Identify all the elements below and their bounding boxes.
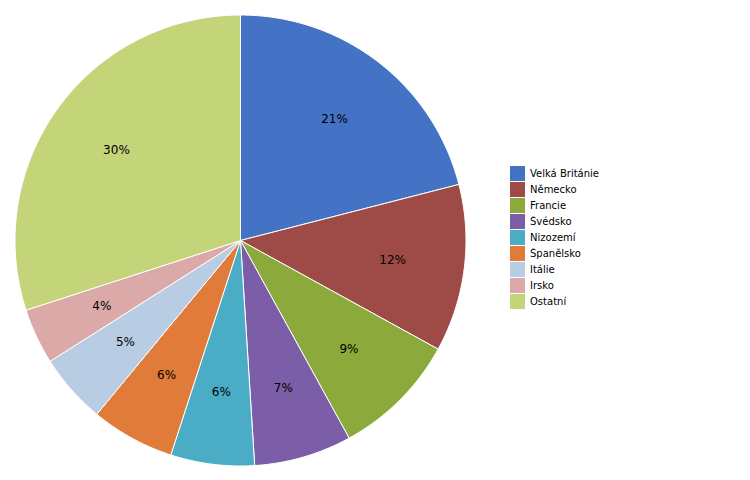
svg-text:21%: 21% <box>321 112 348 126</box>
html-text:Španělsko: Španělsko <box>530 247 581 259</box>
svg-text:5%: 5% <box>116 335 135 349</box>
html-text:Německo: Německo <box>530 183 577 195</box>
svg-text:9%: 9% <box>339 342 358 356</box>
html-text:Francie: Francie <box>530 199 566 211</box>
html-text:Nizozemí: Nizozemí <box>530 231 576 243</box>
svg-text:30%: 30% <box>103 143 130 157</box>
html-text:Irsko: Irsko <box>530 279 554 291</box>
html-text:Velká Británie: Velká Británie <box>530 167 599 179</box>
html-text:Švédsko: Švédsko <box>530 215 572 227</box>
svg-text:6%: 6% <box>212 385 231 399</box>
svg-text:6%: 6% <box>157 368 176 382</box>
html-text:Itálie: Itálie <box>530 263 555 275</box>
svg-text:12%: 12% <box>379 253 406 267</box>
svg-text:7%: 7% <box>274 381 293 395</box>
html-text:Ostatní: Ostatní <box>530 295 567 307</box>
svg-text:4%: 4% <box>92 299 111 313</box>
